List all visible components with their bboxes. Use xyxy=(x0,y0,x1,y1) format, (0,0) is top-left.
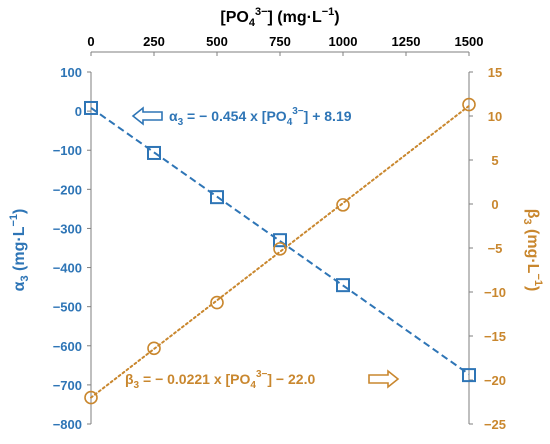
x-tick-label: 250 xyxy=(143,34,165,49)
y-right-tick-label: 0 xyxy=(491,197,498,212)
y-left-tick-label: −400 xyxy=(53,261,82,276)
x-tick-label: 1000 xyxy=(329,34,358,49)
alpha-point xyxy=(336,278,350,293)
alpha-point xyxy=(84,100,98,115)
y-left-tick-label: −100 xyxy=(53,143,82,158)
y-right-tick-label: 15 xyxy=(488,65,502,80)
series-markers xyxy=(84,97,476,405)
alpha-point xyxy=(273,233,287,248)
svg-text:α3 = − 0.454 x [PO43−] + 8.19: α3 = − 0.454 x [PO43−] + 8.19 xyxy=(169,106,352,128)
beta-point xyxy=(147,341,161,356)
y-right-axis-title: β3 (mg·L−1) xyxy=(521,209,544,292)
svg-text:β3 = − 0.0221 x [PO43−] − 22.0: β3 = − 0.0221 x [PO43−] − 22.0 xyxy=(125,369,315,391)
alpha-eq-lhs: α xyxy=(169,108,178,124)
y-right-tick-label: −20 xyxy=(484,373,506,388)
x-tick-label: 1500 xyxy=(455,34,484,49)
y-left-tick-label: −800 xyxy=(53,417,82,432)
y-right-ticks: 15 10 5 0 −5 −10 −15 −20 −25 xyxy=(469,65,506,432)
y-left-ticks: 100 0 −100 −200 −300 −400 −500 −600 −700 −800 xyxy=(53,65,91,432)
y-right-tick-label: −15 xyxy=(484,329,506,344)
alpha-fit-line xyxy=(90,107,470,376)
beta-fit-line xyxy=(90,104,470,399)
alpha-point xyxy=(462,368,476,383)
beta-point xyxy=(273,242,287,256)
y-left-tick-label: −200 xyxy=(53,182,82,197)
alpha-equation: α3 = − 0.454 x [PO43−] + 8.19 xyxy=(131,106,352,128)
beta-point xyxy=(462,97,476,112)
y-right-tick-label: 5 xyxy=(491,153,498,168)
y-left-tick-label: −700 xyxy=(53,378,82,393)
y-right-tick-label: −5 xyxy=(488,241,503,256)
y-left-axis-title: α3 (mg·L−1) xyxy=(8,209,31,292)
x-tick-label: 500 xyxy=(206,34,228,49)
alpha-point xyxy=(147,145,161,160)
arrow-right-icon xyxy=(368,369,400,389)
y-left-tick-label: −600 xyxy=(53,339,82,354)
y-left-tick-label: −300 xyxy=(53,221,82,236)
arrow-left-icon xyxy=(131,106,163,126)
x-tick-label: 0 xyxy=(87,34,94,49)
beta-point xyxy=(84,390,98,405)
y-left-tick-label: 100 xyxy=(60,65,82,80)
beta-equation: β3 = − 0.0221 x [PO43−] − 22.0 xyxy=(125,369,400,391)
x-tick-label: 1250 xyxy=(392,34,421,49)
y-right-tick-label: 10 xyxy=(488,109,502,124)
x-ticks: 0 250 500 750 1000 1250 1500 xyxy=(87,34,483,56)
y-right-tick-label: −25 xyxy=(484,417,506,432)
beta-point xyxy=(336,198,350,212)
x-tick-label: 750 xyxy=(269,34,291,49)
alpha-point xyxy=(210,190,224,205)
y-left-tick-label: −500 xyxy=(53,300,82,315)
y-right-tick-label: −10 xyxy=(484,285,506,300)
y-left-tick-label: 0 xyxy=(75,104,82,119)
beta-point xyxy=(210,295,224,310)
x-axis-title: [PO43−] (mg·L−1) xyxy=(220,6,339,29)
series-lines xyxy=(90,104,470,399)
